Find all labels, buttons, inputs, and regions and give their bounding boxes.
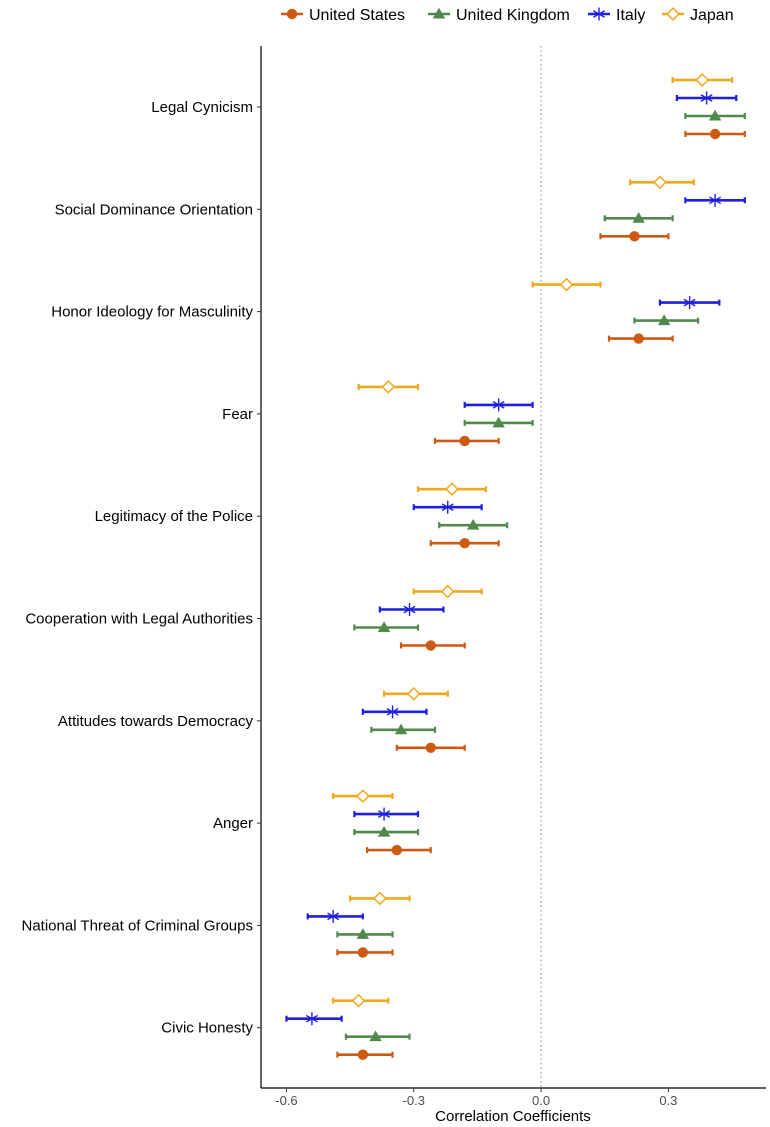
- legend-label: Japan: [690, 7, 734, 24]
- category-label-fear: Fear: [222, 406, 253, 423]
- legend-marker-japan: [666, 7, 680, 21]
- point-estimate-united-states: [357, 947, 369, 958]
- asterisk-stroke: [700, 94, 713, 102]
- x-tick-label: -0.6: [275, 1093, 297, 1108]
- point-estimate-united-states: [633, 333, 644, 344]
- point-estimate-united-kingdom: [708, 109, 722, 121]
- category-label-civic-honesty: Civic Honesty: [161, 1020, 253, 1037]
- asterisk-stroke: [327, 912, 340, 921]
- point-estimate-japan: [406, 686, 421, 701]
- plot-marks: [285, 73, 746, 1060]
- row-legal-cynicism: [671, 73, 746, 140]
- category-label-attitudes-towards-democracy: Attitudes towards Democracy: [58, 713, 254, 730]
- legend-item-united-states: United States: [281, 7, 405, 24]
- category-label-legal-cynicism: Legal Cynicism: [151, 99, 253, 116]
- point-estimate-italy: [386, 705, 399, 719]
- point-estimate-italy: [492, 398, 505, 412]
- point-estimate-italy: [305, 1012, 318, 1026]
- legend-marker-united-states: [286, 8, 298, 20]
- point-estimate-united-kingdom: [377, 621, 391, 632]
- point-estimate-italy: [378, 807, 391, 821]
- point-estimate-united-states: [459, 435, 470, 447]
- asterisk-stroke: [441, 503, 454, 512]
- point-estimate-united-states: [357, 1049, 369, 1060]
- x-tick-label: 0.0: [532, 1093, 550, 1108]
- asterisk-stroke: [492, 401, 505, 409]
- asterisk-stroke: [709, 196, 722, 205]
- asterisk-stroke: [386, 707, 399, 716]
- category-label-anger: Anger: [213, 815, 253, 832]
- category-label-cooperation-with-legal-authorities: Cooperation with Legal Authorities: [25, 611, 253, 628]
- row-cooperation-with-legal-authorities: [353, 584, 483, 651]
- row-anger: [332, 789, 432, 856]
- legend-item-japan: Japan: [662, 7, 734, 24]
- legend: United States United Kingdom Italy Japan: [281, 7, 734, 24]
- axes: -0.6 -0.3 0.0 0.3 Legal Cynicism Social Domin…: [22, 46, 766, 1108]
- point-estimate-japan: [440, 584, 455, 599]
- point-estimate-united-kingdom: [492, 416, 505, 428]
- point-estimate-italy: [709, 193, 722, 207]
- legend-label: Italy: [616, 7, 645, 24]
- category-label-legitimacy-of-the-police: Legitimacy of the Police: [95, 508, 253, 525]
- point-estimate-italy: [441, 500, 454, 514]
- point-estimate-italy: [327, 909, 340, 923]
- point-estimate-united-states: [629, 231, 640, 242]
- row-attitudes-towards-democracy: [361, 686, 466, 753]
- asterisk-stroke: [403, 605, 416, 614]
- row-honor-ideology-for-masculinity: [531, 277, 721, 344]
- point-estimate-united-kingdom: [377, 825, 391, 837]
- legend-marker-italy: [593, 7, 605, 21]
- point-estimate-japan: [445, 482, 459, 497]
- point-estimate-japan: [355, 789, 370, 803]
- point-estimate-united-states: [425, 640, 436, 651]
- point-estimate-united-states: [459, 538, 470, 549]
- x-axis-title: Correlation Coefficients: [435, 1108, 591, 1125]
- legend-label: United Kingdom: [456, 7, 570, 24]
- point-estimate-united-kingdom: [356, 928, 370, 939]
- category-label-national-threat-of-criminal-groups: National Threat of Criminal Groups: [22, 917, 254, 934]
- category-label-social-dominance-orientation: Social Dominance Orientation: [55, 201, 253, 218]
- point-estimate-italy: [700, 91, 713, 105]
- asterisk-stroke: [305, 1014, 318, 1023]
- legend-label: United States: [309, 7, 405, 24]
- point-estimate-japan: [372, 891, 387, 906]
- point-estimate-italy: [403, 603, 416, 616]
- asterisk-stroke: [683, 298, 696, 307]
- row-fear: [357, 380, 534, 447]
- point-estimate-united-states: [709, 128, 721, 140]
- row-social-dominance-orientation: [599, 175, 746, 242]
- row-national-threat-of-criminal-groups: [306, 891, 411, 958]
- x-tick-label: -0.3: [403, 1093, 425, 1108]
- x-tick-label: 0.3: [659, 1093, 677, 1108]
- point-estimate-japan: [695, 73, 710, 87]
- row-civic-honesty: [285, 993, 411, 1060]
- point-estimate-japan: [653, 175, 667, 190]
- point-estimate-japan: [381, 380, 396, 394]
- category-label-honor-ideology-for-masculinity: Honor Ideology for Masculinity: [51, 304, 253, 321]
- legend-item-italy: Italy: [588, 7, 645, 24]
- point-estimate-united-kingdom: [466, 519, 480, 530]
- asterisk-stroke: [593, 10, 605, 18]
- row-legitimacy-of-the-police: [412, 482, 509, 549]
- point-estimate-united-kingdom: [369, 1030, 382, 1042]
- point-estimate-japan: [559, 277, 574, 292]
- point-estimate-united-states: [391, 844, 402, 856]
- legend-marker-united-kingdom: [432, 7, 446, 19]
- point-estimate-united-kingdom: [657, 314, 671, 326]
- legend-item-united-kingdom: United Kingdom: [428, 7, 570, 24]
- point-estimate-united-kingdom: [632, 212, 645, 223]
- point-estimate-united-kingdom: [394, 723, 408, 735]
- point-estimate-italy: [683, 296, 696, 310]
- point-estimate-united-states: [425, 742, 436, 753]
- asterisk-stroke: [378, 810, 391, 818]
- point-estimate-japan: [351, 993, 366, 1008]
